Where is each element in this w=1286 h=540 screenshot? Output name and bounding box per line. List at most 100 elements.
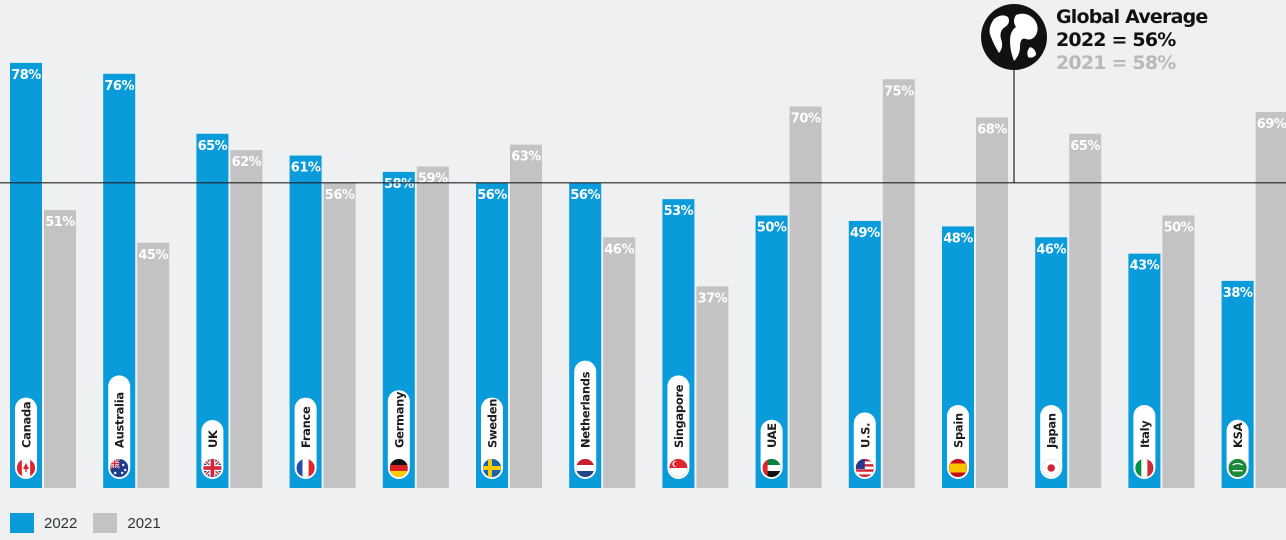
value-label-2021-france: 56% (325, 188, 355, 203)
bar-2021-italy (1162, 215, 1195, 488)
value-label-2022-spain: 48% (943, 231, 973, 246)
value-label-2021-germany: 59% (418, 171, 448, 186)
bar-2021-japan (1069, 133, 1102, 488)
country-label-singapore: Singapore (672, 384, 686, 448)
value-label-2021-uk: 62% (232, 155, 262, 170)
country-pill-uae: UAE (760, 419, 783, 479)
us-flag-icon (855, 459, 874, 477)
value-label-2021-canada: 51% (45, 215, 75, 230)
value-label-2021-singapore: 37% (698, 291, 728, 306)
country-label-us: U.S. (858, 423, 872, 448)
country-label-spain: Spain (952, 413, 966, 448)
group-australia: 76% 45% Australia (103, 73, 170, 489)
group-france: 61% 56% France (289, 155, 356, 489)
japan-flag-icon (1042, 459, 1061, 477)
value-label-2022-canada: 78% (11, 68, 41, 83)
bar-2021-sweden (510, 144, 542, 488)
value-label-2022-uae: 50% (757, 221, 787, 236)
bar-2021-canada (44, 210, 76, 489)
group-uk: 65% 62% UK (196, 133, 263, 488)
bar-2021-ksa (1255, 111, 1286, 488)
global-average-2021: 2021 = 58% (1056, 52, 1176, 74)
country-pill-canada: Canada (15, 397, 37, 479)
bar-2021-uae (789, 106, 822, 488)
overlay-layer (0, 4, 1286, 184)
italy-flag-icon (1135, 459, 1154, 477)
country-label-sweden: Sweden (486, 399, 500, 448)
value-label-2022-uk: 65% (198, 139, 228, 154)
germany-flag-icon (389, 459, 408, 477)
canada-flag-icon (17, 459, 35, 477)
uae-flag-icon (762, 459, 781, 477)
country-label-australia: Australia (113, 392, 127, 448)
country-pill-japan: Japan (1040, 405, 1063, 479)
value-label-2022-singapore: 53% (664, 204, 694, 219)
bar-2021-spain (976, 117, 1008, 489)
ksa-flag-icon (1228, 459, 1247, 477)
global-average-callout: Global Average 2022 = 56% 2021 = 58% (1056, 6, 1208, 75)
country-pill-spain: Spain (947, 405, 969, 479)
value-label-2022-sweden: 56% (477, 188, 507, 203)
group-italy: 43% 50% Italy (1128, 215, 1195, 488)
country-label-uk: UK (206, 429, 220, 448)
group-us: 49% 75% U.S. (848, 79, 915, 488)
country-pill-uk: UK (201, 420, 224, 479)
value-label-2021-ksa: 69% (1257, 117, 1286, 132)
bar-2021-singapore (696, 286, 729, 488)
value-label-2022-netherlands: 56% (570, 188, 600, 203)
country-pill-italy: Italy (1133, 405, 1156, 479)
value-label-2021-australia: 45% (138, 248, 168, 263)
bar-2021-germany (416, 166, 449, 488)
group-ksa: 38% 69% KSA (1221, 111, 1286, 488)
value-label-2021-sweden: 63% (511, 150, 541, 165)
group-germany: 58% 59% Germany (382, 166, 449, 488)
legend-item-2021: 2021 (93, 513, 161, 533)
country-label-germany: Germany (392, 391, 406, 448)
country-label-italy: Italy (1138, 420, 1152, 448)
country-label-netherlands: Netherlands (579, 371, 593, 448)
group-spain: 48% 68% Spain (942, 117, 1008, 489)
country-pill-germany: Germany (387, 390, 410, 479)
value-label-2022-japan: 46% (1036, 242, 1066, 257)
country-pill-singapore: Singapore (667, 375, 690, 479)
bars-layer: 78% 51% Canada 76% 45% Australia 65% 62% UK 61% 56… (10, 62, 1286, 489)
bar-2021-france (323, 182, 356, 489)
france-flag-icon (296, 459, 315, 477)
group-japan: 46% 65% Japan (1035, 133, 1102, 488)
value-label-2021-us: 75% (884, 84, 914, 99)
uk-flag-icon (203, 459, 222, 477)
group-netherlands: 56% 46% Netherlands (569, 182, 636, 489)
country-pill-sweden: Sweden (481, 397, 503, 479)
country-label-canada: Canada (20, 402, 34, 448)
country-pill-france: France (294, 397, 317, 479)
bar-2021-netherlands (603, 237, 636, 488)
country-pill-us: U.S. (853, 412, 876, 479)
country-label-uae: UAE (765, 423, 779, 448)
group-singapore: 53% 37% Singapore (662, 199, 729, 488)
value-label-2021-uae: 70% (791, 112, 821, 127)
group-uae: 50% 70% UAE (755, 106, 822, 488)
value-label-2022-italy: 43% (1130, 259, 1160, 274)
value-label-2021-italy: 50% (1164, 221, 1194, 236)
country-pill-ksa: KSA (1226, 419, 1249, 479)
country-pill-netherlands: Netherlands (574, 360, 597, 479)
legend-swatch-2022 (10, 513, 34, 533)
legend-swatch-2021 (93, 513, 118, 533)
group-sweden: 56% 63% Sweden (476, 144, 542, 489)
bar-2021-us (882, 79, 915, 488)
value-label-2021-netherlands: 46% (604, 242, 634, 257)
country-label-ksa: KSA (1231, 422, 1245, 448)
bar-chart: 78% 51% Canada 76% 45% Australia 65% 62% UK 61% 56… (0, 4, 1286, 489)
group-canada: 78% 51% Canada (10, 62, 76, 489)
global-average-title: Global Average (1056, 6, 1208, 28)
global-average-2022: 2022 = 56% (1056, 29, 1176, 51)
legend-item-2022: 2022 (10, 513, 77, 533)
legend-label-2022: 2022 (44, 514, 78, 532)
country-pill-australia: Australia (108, 375, 131, 479)
value-label-2022-australia: 76% (104, 79, 134, 94)
legend: 2022 2021 (10, 512, 177, 534)
value-label-2022-us: 49% (850, 226, 880, 241)
sweden-flag-icon (483, 459, 501, 477)
value-label-2022-france: 61% (291, 161, 321, 176)
netherlands-flag-icon (576, 459, 595, 477)
